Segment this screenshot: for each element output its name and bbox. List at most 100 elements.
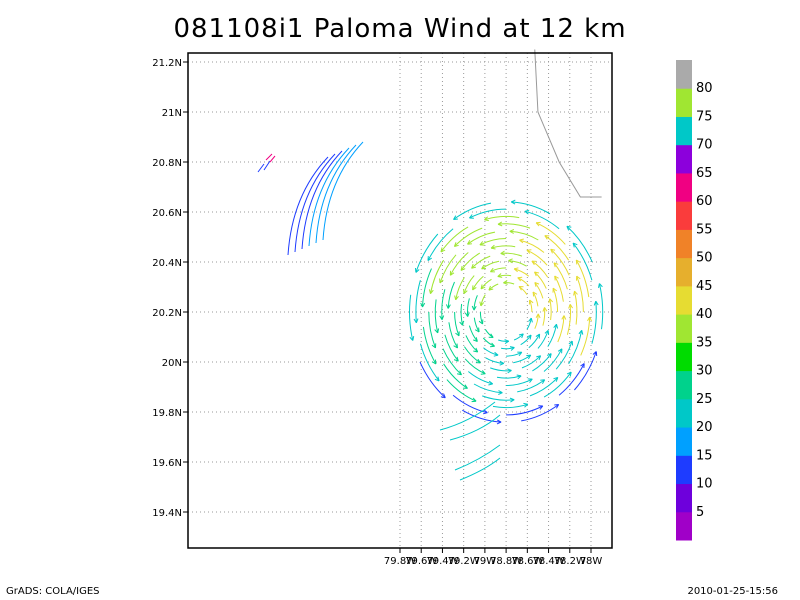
streamline-segment (427, 228, 454, 261)
streamline-arrowhead (553, 377, 559, 382)
colorbar-swatch (676, 172, 692, 202)
streamline-segment (598, 283, 604, 330)
streamline-segment (513, 268, 530, 277)
streamline-arrowhead (503, 279, 508, 285)
streamline-segment (467, 231, 496, 245)
lat-tick-label: 20N (162, 358, 182, 369)
grid-lines (183, 53, 612, 553)
lat-tick-label: 21N (162, 108, 182, 119)
colorbar-label: 60 (696, 194, 713, 209)
streamline-segment (482, 395, 515, 401)
colorbar-label: 25 (696, 392, 713, 407)
streamline-arrowhead (566, 225, 572, 231)
streamline-arrowhead (578, 329, 584, 335)
streamline-arrowhead (460, 265, 466, 271)
streamline-segment (591, 301, 597, 344)
lat-tick-label: 19.8N (152, 408, 182, 419)
lon-tick-label: 78.2W (554, 556, 586, 567)
streamline-segment (468, 325, 478, 342)
streamline-segment (521, 404, 559, 422)
streamline-arrowhead (479, 241, 485, 246)
colorbar-swatch (676, 483, 692, 513)
outer-streamline (322, 141, 364, 241)
streamline-segment (440, 226, 469, 253)
streamline-arrowhead (459, 320, 464, 326)
colorbar-label: 55 (696, 222, 713, 237)
streamline-arrowhead (572, 242, 578, 248)
streamline-segment (422, 268, 432, 308)
lat-tick-label: 19.4N (152, 508, 182, 519)
streamline-arrowhead (497, 221, 503, 227)
streamline-segment (519, 239, 545, 253)
lon-tick-label: 79.6W (405, 556, 437, 567)
streamline-arrowhead (439, 278, 444, 284)
streamline-arrowhead (498, 390, 503, 395)
streamline-arrowhead (490, 342, 495, 348)
streamline-segment (460, 303, 464, 326)
streamline-segment (455, 277, 465, 300)
streamline-arrowhead (526, 334, 532, 340)
colorbar-label: 30 (696, 364, 713, 379)
streamline-segment (544, 235, 570, 261)
streamline-arrowhead (554, 275, 559, 281)
streamline-segment (537, 330, 549, 349)
lon-tick-label: 79.4W (426, 556, 458, 567)
streamline-segment (572, 242, 593, 281)
streamline-segment (558, 363, 585, 396)
streamline-arrowhead (573, 290, 578, 296)
streamline-segment (496, 375, 522, 379)
lat-tick-label: 20.2N (152, 308, 182, 319)
streamline-arrowhead (528, 299, 534, 305)
outer-streamline (301, 150, 343, 250)
streamline-arrowhead (518, 333, 524, 339)
streamline-segment (453, 202, 492, 220)
streamline-arrowhead (473, 347, 479, 353)
colorbar-label: 15 (696, 448, 713, 463)
streamline-arrowhead (536, 355, 542, 361)
streamline-arrowhead (507, 368, 512, 374)
streamline-arrowhead (488, 333, 494, 338)
streamline-arrowhead (587, 316, 592, 322)
streamline-arrowhead (413, 318, 419, 324)
streamline-segment (415, 233, 439, 273)
streamline-arrowhead (449, 270, 455, 276)
lon-tick-label: 79.2W (448, 556, 480, 567)
footer-credit: GrADS: COLA/IGES (6, 586, 100, 597)
wind-streamlines (257, 141, 604, 481)
colorbar-label: 45 (696, 279, 713, 294)
lon-tick-label: 78.8W (490, 556, 522, 567)
streamline-arrowhead (553, 262, 559, 268)
streamline-arrowhead (526, 249, 532, 254)
streamline-arrowhead (576, 275, 581, 281)
colorbar-swatch (676, 88, 692, 117)
colorbar-swatch (676, 342, 692, 372)
streamline-arrowhead (473, 337, 478, 342)
colorbar-label: 5 (696, 505, 704, 520)
streamline-arrowhead (516, 374, 522, 380)
streamline-arrowhead (519, 238, 524, 244)
streamline-arrowhead (509, 229, 515, 234)
streamline-arrowhead (415, 267, 420, 273)
colorbar-label: 35 (696, 335, 713, 350)
streamline-arrowhead (496, 419, 502, 425)
streamline-arrowhead (499, 360, 505, 366)
streamline-arrowhead (526, 354, 532, 360)
colorbar-swatch (676, 314, 692, 343)
lat-tick-labels: 21.2N 21N 20.8N 20.6N 20.4N 20.2N 20N 19.8N 19.6… (152, 58, 182, 519)
lat-tick-label: 20.6N (152, 208, 182, 219)
streamline-arrowhead (527, 378, 533, 383)
streamline-arrowhead (434, 376, 440, 382)
streamline-arrowhead (497, 273, 503, 278)
streamline-segment (480, 294, 486, 307)
streamline-arrowhead (553, 323, 559, 329)
streamline-arrowhead (508, 258, 513, 264)
streamline-arrowhead (509, 397, 515, 403)
streamline-arrowhead (504, 339, 510, 345)
streamline-arrowhead (523, 402, 529, 408)
streamline-segment (469, 208, 507, 219)
streamline-segment (534, 282, 544, 299)
streamline-arrowhead (480, 284, 486, 290)
outer-streamline (315, 144, 357, 244)
colorbar-label: 65 (696, 166, 713, 181)
streamline-segment (454, 227, 483, 247)
